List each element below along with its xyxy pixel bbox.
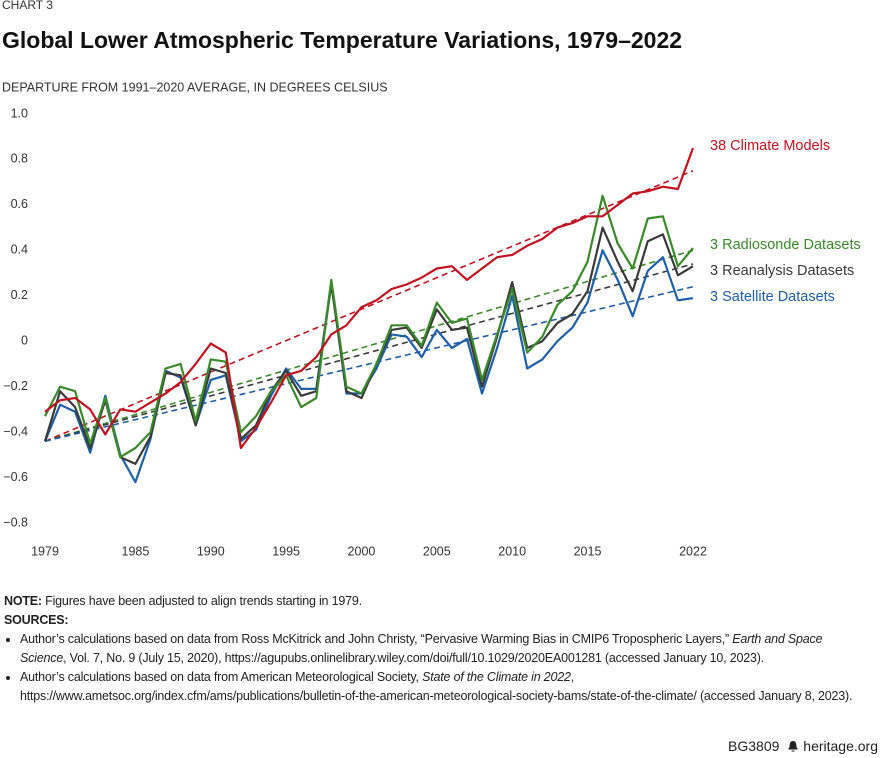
y-tick-label: −0.4: [3, 424, 28, 438]
sources-label: SOURCES:: [4, 611, 864, 630]
x-tick-label: 2005: [423, 544, 451, 558]
bell-icon: [788, 741, 799, 752]
y-tick-label: −0.2: [3, 379, 28, 393]
trend-line: [44, 170, 694, 442]
data-line: [43, 226, 694, 465]
y-tick-label: 1.0: [11, 106, 28, 120]
y-tick-label: −0.8: [3, 515, 28, 529]
x-tick-label: 1995: [272, 544, 300, 558]
note-label: NOTE:: [4, 594, 42, 608]
site-name: heritage.org: [803, 738, 878, 754]
x-tick-label: 2015: [574, 544, 602, 558]
series-label: 3 Satellite Datasets: [710, 289, 835, 305]
note: NOTE: Figures have been adjusted to alig…: [4, 592, 864, 611]
sources-label-text: SOURCES:: [4, 613, 69, 627]
series-label: 3 Radiosonde Datasets: [710, 237, 861, 253]
y-tick-label: 0.8: [11, 152, 28, 166]
chart-title: Global Lower Atmospheric Temperature Var…: [2, 27, 682, 53]
chart: CHART 3 Global Lower Atmospheric Tempera…: [2, 0, 861, 558]
data-line: [44, 147, 695, 450]
trend-line: [44, 285, 694, 442]
data-line: [44, 194, 694, 459]
source-text: Author’s calculations based on data from…: [20, 632, 729, 646]
chart-subtitle: DEPARTURE FROM 1991–2020 AVERAGE, IN DEG…: [2, 80, 388, 94]
x-tick-label: 2000: [348, 544, 376, 558]
source-text: , Vol. 7, No. 9 (July 15, 2020), https:/…: [63, 651, 764, 665]
y-tick-label: −0.6: [3, 470, 28, 484]
sources-list: Author’s calculations based on data from…: [4, 630, 864, 706]
x-tick-label: 1985: [122, 544, 150, 558]
footer: BG3809 heritage.org: [728, 738, 878, 754]
y-tick-label: 0.6: [11, 197, 28, 211]
x-tick-label: 1990: [197, 544, 225, 558]
kicker: CHART 3: [2, 0, 53, 12]
source: Author’s calculations based on data from…: [20, 630, 864, 668]
x-tick-label: 2022: [679, 544, 707, 558]
note-text: Figures have been adjusted to align tren…: [45, 594, 362, 608]
series-label: 3 Reanalysis Datasets: [710, 263, 854, 279]
source-title: State of the Climate in 2022: [422, 670, 571, 684]
source-text: Author’s calculations based on data from…: [20, 670, 419, 684]
source: Author’s calculations based on data from…: [20, 668, 864, 706]
trend-line: [44, 249, 694, 442]
notes: NOTE: Figures have been adjusted to alig…: [4, 592, 864, 706]
data-line: [43, 249, 694, 484]
y-tick-label: 0: [21, 334, 28, 348]
x-tick-label: 1979: [31, 544, 59, 558]
source-title: Earth and Space Science: [20, 632, 823, 665]
x-tick-label: 2010: [498, 544, 526, 558]
source-text: , https://www.ametsoc.org/index.cfm/ams/…: [20, 670, 853, 703]
series-label: 38 Climate Models: [710, 138, 830, 154]
y-tick-label: 0.2: [11, 288, 28, 302]
trend-line: [44, 263, 694, 442]
report-code: BG3809: [728, 738, 780, 754]
site: heritage.org: [787, 738, 878, 754]
y-tick-label: 0.4: [11, 243, 28, 257]
